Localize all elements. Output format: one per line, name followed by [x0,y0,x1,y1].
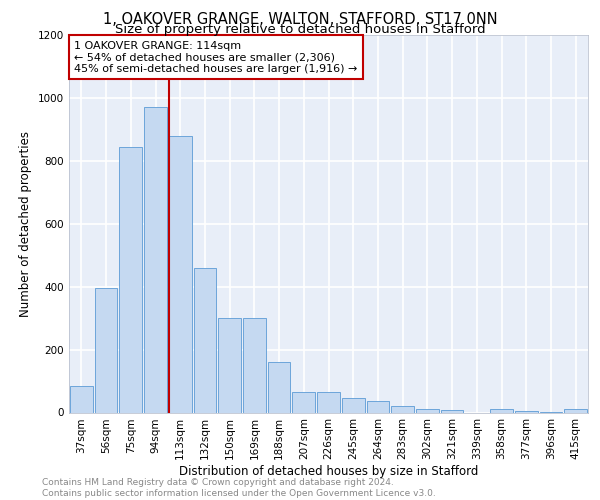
Bar [515,411,538,412]
Text: 1 OAKOVER GRANGE: 114sqm
← 54% of detached houses are smaller (2,306)
45% of sem: 1 OAKOVER GRANGE: 114sqm ← 54% of detach… [74,40,358,74]
Bar [342,398,365,412]
Bar [391,406,414,412]
Bar [268,362,290,412]
Bar [218,318,241,412]
Bar [317,392,340,412]
Bar [292,392,315,412]
Text: Contains HM Land Registry data © Crown copyright and database right 2024.
Contai: Contains HM Land Registry data © Crown c… [42,478,436,498]
X-axis label: Distribution of detached houses by size in Stafford: Distribution of detached houses by size … [179,465,478,478]
Text: Size of property relative to detached houses in Stafford: Size of property relative to detached ho… [115,23,485,36]
Bar [119,146,142,412]
Bar [416,410,439,412]
Bar [144,108,167,412]
Bar [441,410,463,412]
Bar [243,318,266,412]
Bar [564,410,587,412]
Bar [169,136,191,412]
Text: 1, OAKOVER GRANGE, WALTON, STAFFORD, ST17 0NN: 1, OAKOVER GRANGE, WALTON, STAFFORD, ST1… [103,12,497,26]
Y-axis label: Number of detached properties: Number of detached properties [19,130,32,317]
Bar [490,410,513,412]
Bar [194,268,216,412]
Bar [367,402,389,412]
Bar [95,288,118,412]
Bar [70,386,93,412]
